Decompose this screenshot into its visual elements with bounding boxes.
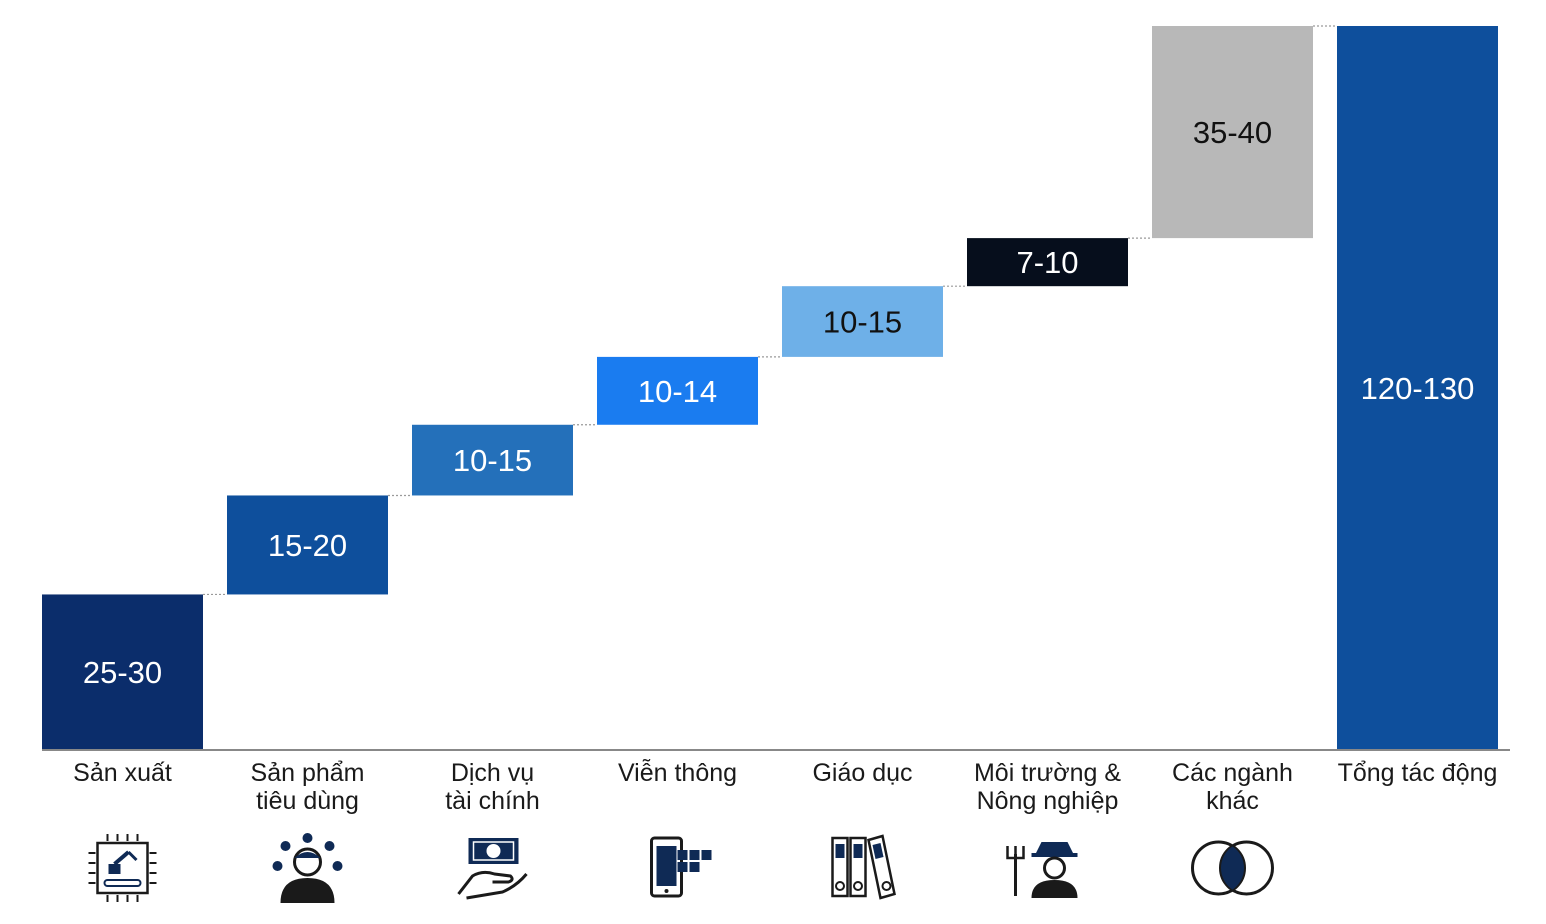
hand-dollar-icon — [457, 838, 528, 900]
bar-5 — [782, 286, 943, 357]
person-ideas-icon — [272, 833, 343, 903]
category-labels: Sản xuất Sản phẩm tiêu dùng Dịch vụ tài chín… — [73, 758, 1497, 815]
bar-3 — [412, 424, 573, 496]
category-label: Sản xuất — [73, 759, 172, 787]
bar-value-label: 15-20 — [268, 528, 347, 563]
bars-group: 25-30 15-20 10-15 10-14 10-15 7-10 35-40 120-13… — [42, 26, 1498, 750]
bar-6 — [967, 238, 1128, 287]
category-label: Sản phẩm tiêu dùng — [251, 759, 365, 815]
phone-blocks-icon — [650, 836, 712, 898]
bar-value-label: 35-40 — [1193, 115, 1272, 150]
farmer-pitchfork-icon — [1006, 842, 1078, 898]
bar-2 — [227, 495, 388, 595]
bar-value-label: 10-15 — [823, 305, 902, 340]
chip-robot-arm-icon — [88, 834, 157, 902]
category-label: Các ngành khác — [1172, 759, 1293, 815]
bar-4 — [597, 356, 758, 425]
category-label: Tổng tác động — [1338, 759, 1498, 787]
category-label: Môi trường & Nông nghiệp — [974, 759, 1121, 815]
bar-1 — [42, 594, 203, 750]
category-label: Giáo dục — [812, 759, 912, 787]
bar-value-label: 10-14 — [638, 374, 717, 409]
bar-value-label: 120-130 — [1361, 371, 1475, 406]
category-icons — [88, 833, 1274, 903]
bar-8 — [1337, 26, 1498, 750]
bar-value-label: 10-15 — [453, 443, 532, 478]
bar-value-label: 7-10 — [1016, 245, 1078, 280]
bar-value-label: 25-30 — [83, 655, 162, 690]
category-label: Dịch vụ tài chính — [445, 759, 540, 815]
binders-icon — [831, 834, 896, 900]
bar-7 — [1152, 26, 1313, 239]
venn-circles-icon — [1191, 840, 1274, 896]
category-label: Viễn thông — [618, 758, 737, 787]
connector-lines — [203, 25, 1337, 596]
